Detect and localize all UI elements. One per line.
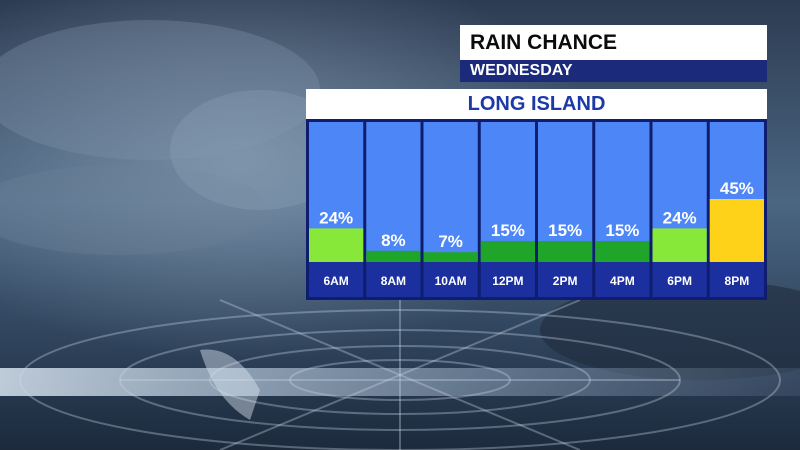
time-label-bg (423, 262, 478, 297)
time-label: 10AM (435, 274, 467, 288)
value-label: 7% (438, 232, 463, 251)
time-label-bg (538, 262, 593, 297)
time-label: 6PM (667, 274, 692, 288)
value-label: 24% (663, 208, 697, 227)
value-label: 15% (491, 221, 525, 240)
column-bg (366, 122, 421, 262)
column-bg (480, 122, 535, 262)
time-label-bg (595, 262, 650, 297)
column-bg (595, 122, 650, 262)
column-bg (423, 122, 478, 262)
time-label-bg (366, 262, 421, 297)
bar (652, 228, 707, 262)
time-label-bg (480, 262, 535, 297)
bar (538, 241, 593, 262)
region-label: LONG ISLAND (306, 89, 767, 119)
value-label: 45% (720, 179, 754, 198)
bar (309, 228, 364, 262)
time-label: 8AM (381, 274, 406, 288)
time-label-bg (652, 262, 707, 297)
value-label: 15% (548, 221, 582, 240)
rain-chance-bars: 24% 6AM 8% 8AM 7% 10AM 15% 12PM 15% 2PM 15% 4PM 24% 6… (309, 122, 764, 297)
column-bg (538, 122, 593, 262)
time-label-bg (709, 262, 764, 297)
bar (366, 250, 421, 262)
chart-title: RAIN CHANCE (460, 25, 767, 60)
time-label: 2PM (553, 274, 578, 288)
value-label: 24% (319, 208, 353, 227)
rain-chance-chart: 24% 6AM 8% 8AM 7% 10AM 15% 12PM 15% 2PM 15% 4PM 24% 6… (306, 119, 767, 300)
bar (423, 252, 478, 262)
time-label: 4PM (610, 274, 635, 288)
time-label: 6AM (323, 274, 348, 288)
value-label: 8% (381, 231, 406, 250)
bar (595, 241, 650, 262)
value-label: 15% (605, 221, 639, 240)
time-label: 12PM (492, 274, 523, 288)
time-label-bg (309, 262, 364, 297)
bar (709, 199, 764, 262)
bar (480, 241, 535, 262)
time-label: 8PM (725, 274, 750, 288)
day-label: WEDNESDAY (460, 60, 767, 82)
